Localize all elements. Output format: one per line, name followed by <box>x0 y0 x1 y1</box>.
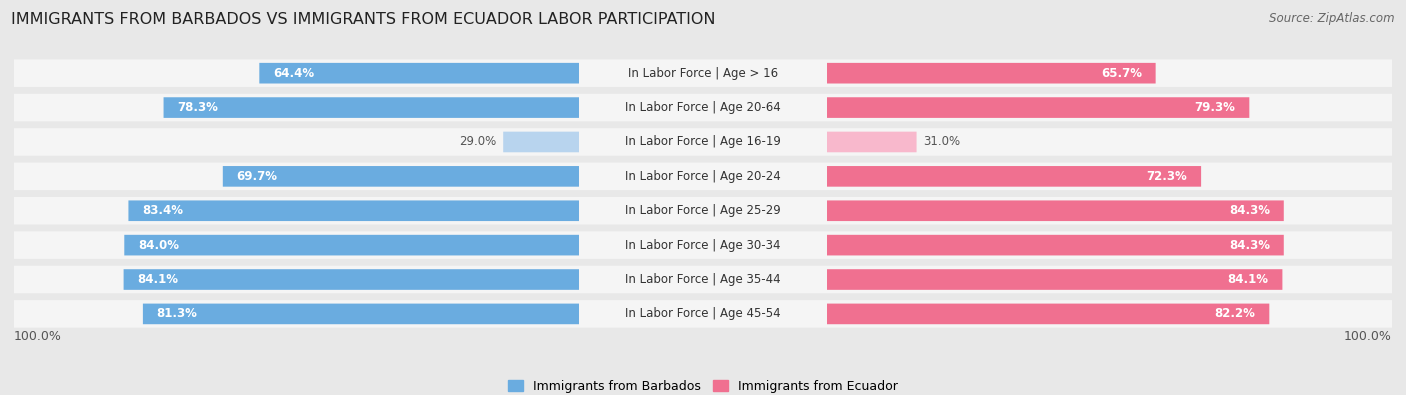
Text: In Labor Force | Age 30-34: In Labor Force | Age 30-34 <box>626 239 780 252</box>
FancyBboxPatch shape <box>827 269 1282 290</box>
Text: 83.4%: 83.4% <box>142 204 183 217</box>
Text: 29.0%: 29.0% <box>460 135 496 149</box>
FancyBboxPatch shape <box>143 304 579 324</box>
Text: 65.7%: 65.7% <box>1101 67 1142 80</box>
FancyBboxPatch shape <box>11 197 1395 224</box>
Text: 31.0%: 31.0% <box>924 135 960 149</box>
Text: 100.0%: 100.0% <box>1344 330 1392 343</box>
Text: 69.7%: 69.7% <box>236 170 277 183</box>
Text: In Labor Force | Age 45-54: In Labor Force | Age 45-54 <box>626 307 780 320</box>
Text: In Labor Force | Age > 16: In Labor Force | Age > 16 <box>628 67 778 80</box>
FancyBboxPatch shape <box>827 235 1284 256</box>
Text: 84.3%: 84.3% <box>1229 239 1270 252</box>
FancyBboxPatch shape <box>827 166 1201 187</box>
Text: In Labor Force | Age 35-44: In Labor Force | Age 35-44 <box>626 273 780 286</box>
Text: In Labor Force | Age 16-19: In Labor Force | Age 16-19 <box>626 135 780 149</box>
Text: 84.1%: 84.1% <box>138 273 179 286</box>
FancyBboxPatch shape <box>11 59 1395 87</box>
Text: 100.0%: 100.0% <box>14 330 62 343</box>
FancyBboxPatch shape <box>222 166 579 187</box>
FancyBboxPatch shape <box>128 200 579 221</box>
FancyBboxPatch shape <box>503 132 579 152</box>
Text: In Labor Force | Age 20-24: In Labor Force | Age 20-24 <box>626 170 780 183</box>
FancyBboxPatch shape <box>827 200 1284 221</box>
Text: In Labor Force | Age 25-29: In Labor Force | Age 25-29 <box>626 204 780 217</box>
FancyBboxPatch shape <box>124 269 579 290</box>
Text: 81.3%: 81.3% <box>156 307 198 320</box>
Text: 84.1%: 84.1% <box>1227 273 1268 286</box>
FancyBboxPatch shape <box>827 304 1270 324</box>
Text: 72.3%: 72.3% <box>1146 170 1187 183</box>
Text: 79.3%: 79.3% <box>1195 101 1236 114</box>
Legend: Immigrants from Barbados, Immigrants from Ecuador: Immigrants from Barbados, Immigrants fro… <box>503 375 903 395</box>
Text: 84.0%: 84.0% <box>138 239 179 252</box>
FancyBboxPatch shape <box>163 97 579 118</box>
FancyBboxPatch shape <box>124 235 579 256</box>
Text: 78.3%: 78.3% <box>177 101 218 114</box>
FancyBboxPatch shape <box>259 63 579 83</box>
FancyBboxPatch shape <box>827 97 1250 118</box>
FancyBboxPatch shape <box>11 266 1395 293</box>
FancyBboxPatch shape <box>11 94 1395 121</box>
Text: In Labor Force | Age 20-64: In Labor Force | Age 20-64 <box>626 101 780 114</box>
FancyBboxPatch shape <box>11 128 1395 156</box>
Text: Source: ZipAtlas.com: Source: ZipAtlas.com <box>1270 12 1395 25</box>
Text: 82.2%: 82.2% <box>1215 307 1256 320</box>
Text: 84.3%: 84.3% <box>1229 204 1270 217</box>
FancyBboxPatch shape <box>11 163 1395 190</box>
FancyBboxPatch shape <box>11 300 1395 328</box>
FancyBboxPatch shape <box>11 231 1395 259</box>
Text: 64.4%: 64.4% <box>273 67 314 80</box>
Text: IMMIGRANTS FROM BARBADOS VS IMMIGRANTS FROM ECUADOR LABOR PARTICIPATION: IMMIGRANTS FROM BARBADOS VS IMMIGRANTS F… <box>11 12 716 27</box>
FancyBboxPatch shape <box>827 63 1156 83</box>
FancyBboxPatch shape <box>827 132 917 152</box>
